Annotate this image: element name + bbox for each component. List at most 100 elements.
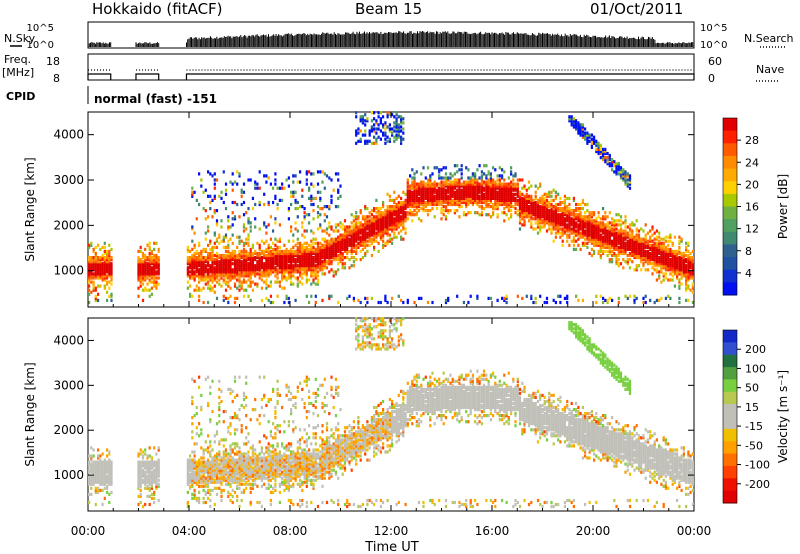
data-cell [552, 209, 555, 213]
data-cell [640, 256, 643, 260]
data-cell [539, 225, 542, 229]
data-cell [469, 184, 472, 188]
data-cell [229, 274, 232, 278]
data-cell [202, 300, 205, 305]
data-cell [646, 249, 650, 253]
data-cell [402, 209, 405, 213]
data-cell [215, 262, 219, 266]
data-cell [155, 486, 158, 490]
y-tick-label: 4000 [53, 128, 84, 142]
data-cell [388, 127, 391, 131]
data-cell [137, 266, 140, 270]
data-cell [611, 162, 614, 166]
data-cell [642, 253, 645, 258]
data-cell [213, 245, 216, 249]
data-cell [498, 198, 501, 202]
data-cell [314, 268, 317, 272]
data-cell [552, 188, 555, 192]
data-cell [153, 500, 156, 505]
data-cell [141, 298, 145, 302]
data-cell [608, 233, 611, 237]
data-cell [90, 474, 93, 478]
data-cell [451, 200, 454, 205]
data-cell [276, 270, 279, 274]
data-cell [664, 256, 667, 260]
data-cell [202, 270, 205, 274]
data-cell [249, 284, 252, 288]
data-cell [220, 190, 223, 194]
data-cell [202, 276, 205, 280]
data-cell [655, 235, 658, 239]
data-cell [536, 209, 540, 213]
data-cell [285, 262, 288, 266]
data-cell [108, 258, 111, 262]
data-cell [505, 184, 508, 188]
data-cell [402, 121, 405, 125]
data-cell [103, 284, 106, 288]
data-cell [660, 260, 663, 264]
data-cell [150, 272, 153, 276]
data-cell [359, 227, 362, 231]
data-cell [92, 286, 95, 290]
data-cell [312, 256, 315, 260]
data-cell [543, 223, 546, 227]
data-cell [685, 298, 688, 302]
data-cell [391, 215, 394, 219]
data-cell [530, 211, 533, 215]
data-cell [386, 213, 389, 217]
data-cell [157, 462, 160, 466]
freq-panel [87, 53, 695, 81]
data-cell [189, 276, 192, 280]
data-cell [471, 192, 474, 196]
data-cell [312, 249, 315, 253]
data-cell [139, 484, 142, 488]
data-cell [604, 149, 607, 154]
data-cell [137, 494, 140, 498]
data-cell [276, 294, 279, 298]
data-cell [308, 266, 311, 270]
data-cell [90, 480, 93, 484]
data-cell [325, 262, 329, 266]
data-cell [110, 470, 113, 474]
data-cell [489, 205, 492, 209]
data-cell [642, 262, 645, 266]
data-cell [525, 211, 528, 215]
nsky-tick-bottom: 10^0 [27, 40, 54, 51]
data-cell [606, 151, 609, 156]
data-cell [512, 198, 515, 202]
data-cell [611, 241, 614, 245]
data-cell [350, 221, 353, 225]
data-cell [321, 180, 324, 184]
data-cell [242, 223, 246, 227]
data-cell [505, 190, 508, 194]
data-cell [296, 247, 299, 251]
data-cell [646, 256, 650, 260]
data-cell [359, 221, 362, 225]
data-cell [222, 262, 225, 266]
data-cell [148, 280, 151, 284]
data-cell [561, 243, 564, 247]
data-cell [541, 202, 544, 207]
data-cell [224, 280, 228, 284]
data-cell [150, 266, 153, 270]
data-cell [249, 272, 252, 276]
data-cell [588, 251, 591, 256]
data-cell [251, 280, 254, 284]
data-cell [198, 260, 201, 264]
data-cell [330, 294, 333, 298]
data-cell [530, 196, 533, 200]
data-cell [404, 198, 407, 202]
data-cell [617, 223, 620, 227]
data-cell [346, 231, 349, 235]
data-cell [689, 276, 692, 280]
data-cell [431, 182, 434, 186]
data-cell [570, 209, 573, 213]
data-cell [202, 260, 205, 264]
data-cell [272, 241, 275, 245]
data-cell [595, 231, 598, 235]
data-cell [222, 280, 225, 284]
data-cell [471, 196, 474, 200]
data-cell [480, 207, 483, 211]
data-cell [424, 182, 427, 186]
data-cell [615, 162, 618, 166]
